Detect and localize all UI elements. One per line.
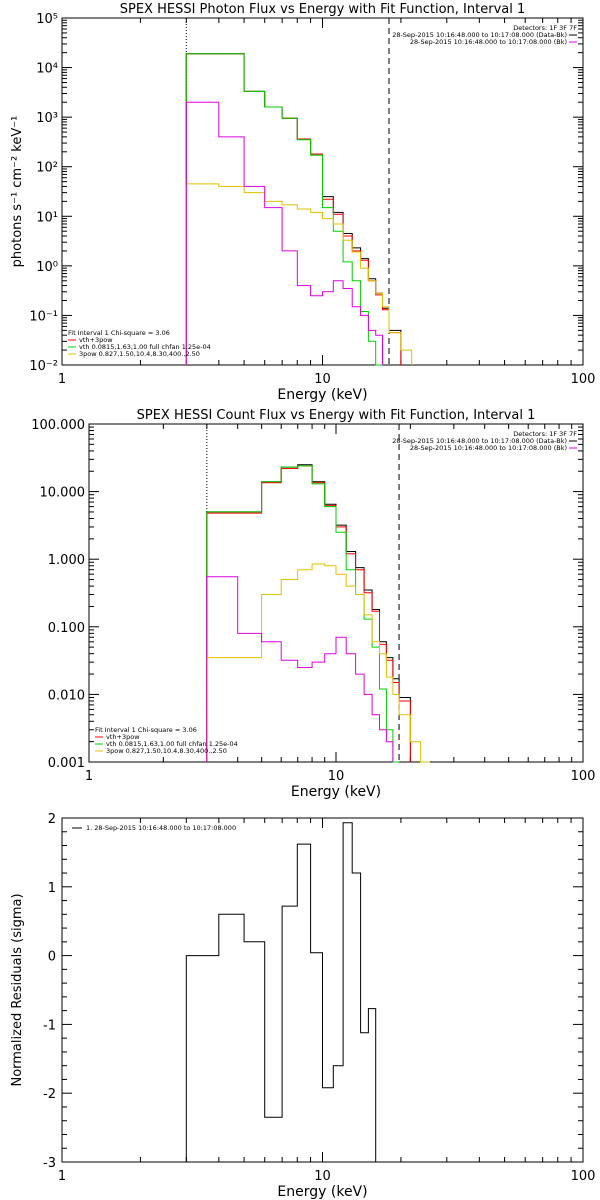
plot2-legend-entry-label: 28-Sep-2015 10:16:48.000 to 10:17:08.000… — [410, 444, 567, 452]
plot2-fit-legend-label: 3pow 0.827,1.50,10.4,8.30,400.,2.50 — [106, 747, 227, 755]
plot1-y-tick-label: 10¹ — [36, 210, 58, 225]
plot2-series-5-line — [206, 576, 394, 762]
plot2-y-tick-label: 100.000 — [31, 418, 85, 433]
plot3-legend-entry-label: 1. 28-Sep-2015 10:16:48.000 to 10:17:08.… — [86, 824, 236, 832]
plot2-y-tick-label: 1.000 — [48, 553, 85, 568]
plot2-y-tick-label: 10.000 — [40, 486, 86, 501]
plot2-x-tick-label: 1 — [85, 769, 93, 784]
plot1-y-tick-label: 10⁵ — [36, 12, 58, 27]
plot1-y-tick-label: 10⁴ — [36, 62, 58, 77]
plot2-x-axis-label: Energy (keV) — [291, 784, 381, 800]
plot2-fit-legend-label: vth 0.0815,1.63,1.00 full chfan 1.25e-04 — [106, 740, 238, 748]
plot1-fit-legend-label: vth 0.0815,1.63,1.00 full chfan 1.25e-04 — [79, 343, 211, 351]
plot1-y-tick-label: 10⁻¹ — [29, 309, 58, 324]
plot1-legend-entry-label: 28-Sep-2015 10:16:48.000 to 10:17:08.000… — [392, 31, 567, 39]
plot1-series-5-line — [185, 101, 383, 365]
plot1-series-3-line — [185, 53, 383, 366]
plot1-series-4-line — [185, 183, 413, 365]
plot3-y-tick-label: -1 — [43, 1018, 56, 1033]
plot2-title: SPEX HESSI Count Flux vs Energy with Fit… — [137, 408, 536, 423]
plot1-x-axis-label: Energy (keV) — [277, 387, 367, 403]
plot1-x-tick-label: 1 — [58, 372, 66, 387]
plot1-title: SPEX HESSI Photon Flux vs Energy with Fi… — [120, 2, 526, 17]
plot2-series-4-line — [206, 563, 430, 763]
plot2-fit-legend-header: Fit Interval 1 Chi-square = 3.06 — [95, 726, 197, 734]
plot2-frame — [88, 423, 584, 763]
plot3-x-tick-label: 1 — [58, 1169, 66, 1184]
plot3-x-tick-label: 100 — [571, 1169, 596, 1184]
plot3-series-1-line — [185, 822, 377, 1162]
plot2-fit-legend-label: vth+3pow — [106, 733, 140, 741]
plot3-y-tick-label: 0 — [48, 950, 56, 965]
plot1-fit-legend-label: vth+3pow — [79, 336, 113, 344]
plot1-y-tick-label: 10² — [36, 161, 58, 176]
plot2-legend-header: Detectors: 1F 3F 7F — [513, 430, 577, 438]
plot1-fit-legend-header: Fit Interval 1 Chi-square = 3.06 — [68, 329, 170, 337]
plot3-y-axis-label: Normalized Residuals (sigma) — [10, 893, 25, 1086]
plot3-y-tick-label: 1 — [48, 881, 56, 896]
plot1-y-tick-label: 10³ — [36, 111, 58, 126]
plot2-x-tick-label: 100 — [571, 769, 596, 784]
plot1-y-axis-label: photons s⁻¹ cm⁻² keV⁻¹ — [10, 116, 25, 268]
plot2-legend-entry-label: 28-Sep-2015 10:16:48.000 to 10:17:08.000… — [392, 437, 567, 445]
plot2-series-3-line — [206, 465, 400, 763]
plot3-y-tick-label: -2 — [43, 1087, 56, 1102]
plot1-x-tick-label: 10 — [314, 372, 331, 387]
plot2-y-tick-label: 0.100 — [48, 621, 85, 636]
plot2-y-tick-label: 0.010 — [48, 688, 85, 703]
plot1-legend-header: Detectors: 1F 3F 7F — [513, 24, 577, 32]
plot3-x-tick-label: 10 — [314, 1169, 331, 1184]
plot2-y-tick-label: 0.001 — [48, 756, 85, 771]
plot2-x-tick-label: 10 — [328, 769, 345, 784]
plot1-y-tick-label: 10⁰ — [36, 260, 58, 275]
plot3-x-axis-label: Energy (keV) — [277, 1184, 367, 1200]
plot3-y-tick-label: -3 — [43, 1156, 56, 1171]
plot1-legend-entry-label: 28-Sep-2015 10:16:48.000 to 10:17:08.000… — [410, 38, 567, 46]
plot1-fit-legend-label: 3pow 0.827,1.50,10.4,8.30,400.,2.50 — [79, 350, 200, 358]
plot1-x-tick-label: 100 — [571, 372, 596, 387]
plot3-y-tick-label: 2 — [48, 812, 56, 827]
plot1-y-tick-label: 10⁻² — [29, 359, 58, 374]
